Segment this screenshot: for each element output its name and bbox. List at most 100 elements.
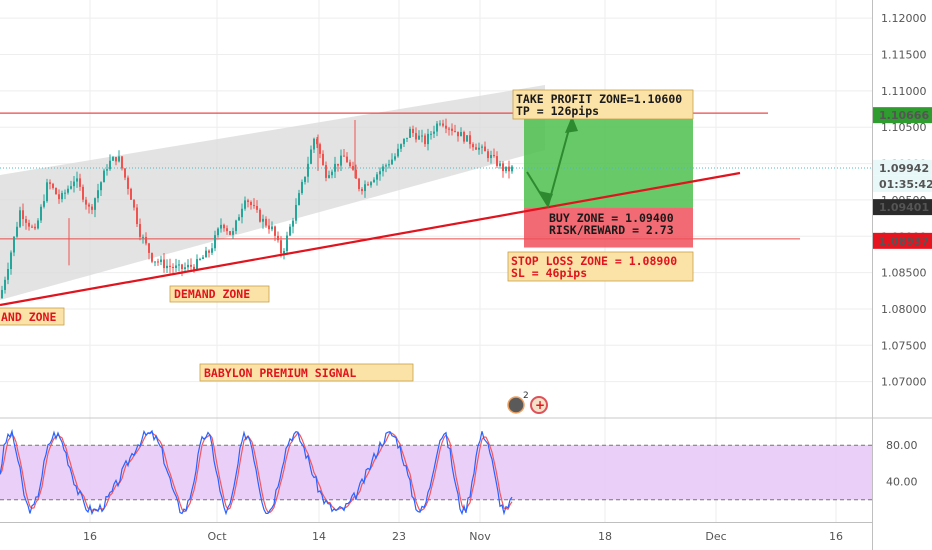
candle-body <box>187 264 189 268</box>
candle-body <box>100 182 102 191</box>
signal-label-box <box>199 363 414 382</box>
candle-body <box>1 289 3 299</box>
candle-body <box>373 179 375 183</box>
candle-body <box>271 226 273 230</box>
candle-body <box>121 156 123 169</box>
candle-body <box>190 264 192 267</box>
candle-body <box>7 269 9 280</box>
demand-zone-label[interactable]: DEMAND ZONE <box>169 285 270 303</box>
price-tick-label: 1.10500 <box>881 121 927 134</box>
candle-body <box>196 259 198 270</box>
buy-zone-line-1: BUY ZONE = 1.09400 <box>549 211 674 225</box>
price-tick-label: 1.08000 <box>881 303 927 316</box>
candle-body <box>244 200 246 209</box>
candle-body <box>439 123 441 125</box>
candle-body <box>511 166 513 172</box>
demand-zone-left-box <box>0 307 65 326</box>
events-badge[interactable]: 2 + <box>507 391 548 414</box>
candle-body <box>34 226 36 229</box>
oscillator-band <box>0 445 872 500</box>
candle-body <box>325 165 327 178</box>
event-icon-ring <box>507 396 525 414</box>
time-tick-label: 23 <box>392 530 406 543</box>
signal-label[interactable]: BABYLON PREMIUM SIGNAL <box>199 363 414 382</box>
buy-zone-label[interactable]: BUY ZONE = 1.09400 RISK/REWARD = 2.73 <box>549 211 674 237</box>
candle-body <box>154 261 156 263</box>
candle-body <box>115 157 117 162</box>
candle-body <box>358 178 360 190</box>
candle-body <box>160 259 162 262</box>
candle-body <box>202 257 204 259</box>
candle-body <box>157 261 159 263</box>
price-label-text: 1.10666 <box>879 109 929 122</box>
candle-body <box>31 226 33 228</box>
candle-body <box>16 226 18 237</box>
candle-body <box>37 220 39 229</box>
candle-body <box>331 171 333 176</box>
candle-body <box>49 182 51 184</box>
candle-body <box>322 153 324 166</box>
candle-body <box>304 176 306 182</box>
candle-body <box>508 166 510 172</box>
candle-body <box>70 186 72 189</box>
take-profit-line-1: TAKE PROFIT ZONE=1.10600 <box>516 92 682 106</box>
candle-body <box>130 188 132 200</box>
candle-body <box>340 155 342 166</box>
candle-body <box>109 160 111 170</box>
stochastic-d-line <box>0 431 513 513</box>
price-label-text: 1.08937 <box>879 235 929 248</box>
time-axis[interactable]: 16 Oct 14 23 Nov 18 Dec 16 <box>83 530 843 543</box>
candle-body <box>232 231 234 235</box>
demand-zone-label-left[interactable]: AND ZONE <box>0 307 65 326</box>
stochastic-oscillator-pane <box>0 428 872 516</box>
stop-loss-label[interactable]: STOP LOSS ZONE = 1.08900 SL = 46pips <box>507 251 694 282</box>
candle-body <box>463 131 465 142</box>
price-label-box <box>873 199 932 216</box>
time-tick-label: Dec <box>705 530 726 543</box>
add-event-plus: + <box>535 398 545 412</box>
candle-body <box>52 183 54 188</box>
price-label-box <box>873 232 932 249</box>
candle-body <box>283 251 285 254</box>
channel-fill <box>0 85 545 300</box>
candle-body <box>430 133 432 135</box>
candle-body <box>316 138 318 145</box>
candlestick-series <box>1 118 513 299</box>
candle-body <box>313 138 315 150</box>
candle-body <box>418 135 420 140</box>
candle-body <box>19 210 21 227</box>
candle-body <box>136 207 138 225</box>
candle-body <box>319 144 321 154</box>
oscillator-tick-label: 80.00 <box>886 439 918 452</box>
candle-body <box>169 265 171 267</box>
candle-body <box>175 265 177 269</box>
candle-body <box>85 199 87 205</box>
candle-body <box>412 128 414 134</box>
oscillator-axis[interactable]: 80.00 40.00 <box>886 439 918 488</box>
stop-loss-line-2: SL = 46pips <box>511 266 587 280</box>
candle-body <box>469 135 471 145</box>
candle-body <box>397 148 399 157</box>
candle-body <box>292 220 294 227</box>
candle-body <box>262 218 264 222</box>
candle-body <box>247 200 249 202</box>
candle-body <box>28 222 30 227</box>
price-tick-label: 1.11000 <box>881 85 927 98</box>
candle-body <box>277 235 279 241</box>
candle-body <box>64 192 66 194</box>
candle-body <box>184 267 186 270</box>
candle-body <box>217 228 219 236</box>
price-label-box <box>873 175 932 192</box>
take-profit-label[interactable]: TAKE PROFIT ZONE=1.10600 TP = 126pips <box>512 89 694 120</box>
add-event-icon[interactable] <box>530 396 548 414</box>
candle-body <box>127 177 129 189</box>
candle-body <box>142 236 144 238</box>
candle-body <box>337 163 339 166</box>
candle-body <box>481 146 483 148</box>
candle-body <box>79 178 81 187</box>
candle-body <box>436 123 438 132</box>
price-tick-label: 1.11500 <box>881 49 927 62</box>
candle-body <box>442 123 444 126</box>
signal-text: BABYLON PREMIUM SIGNAL <box>204 366 356 380</box>
